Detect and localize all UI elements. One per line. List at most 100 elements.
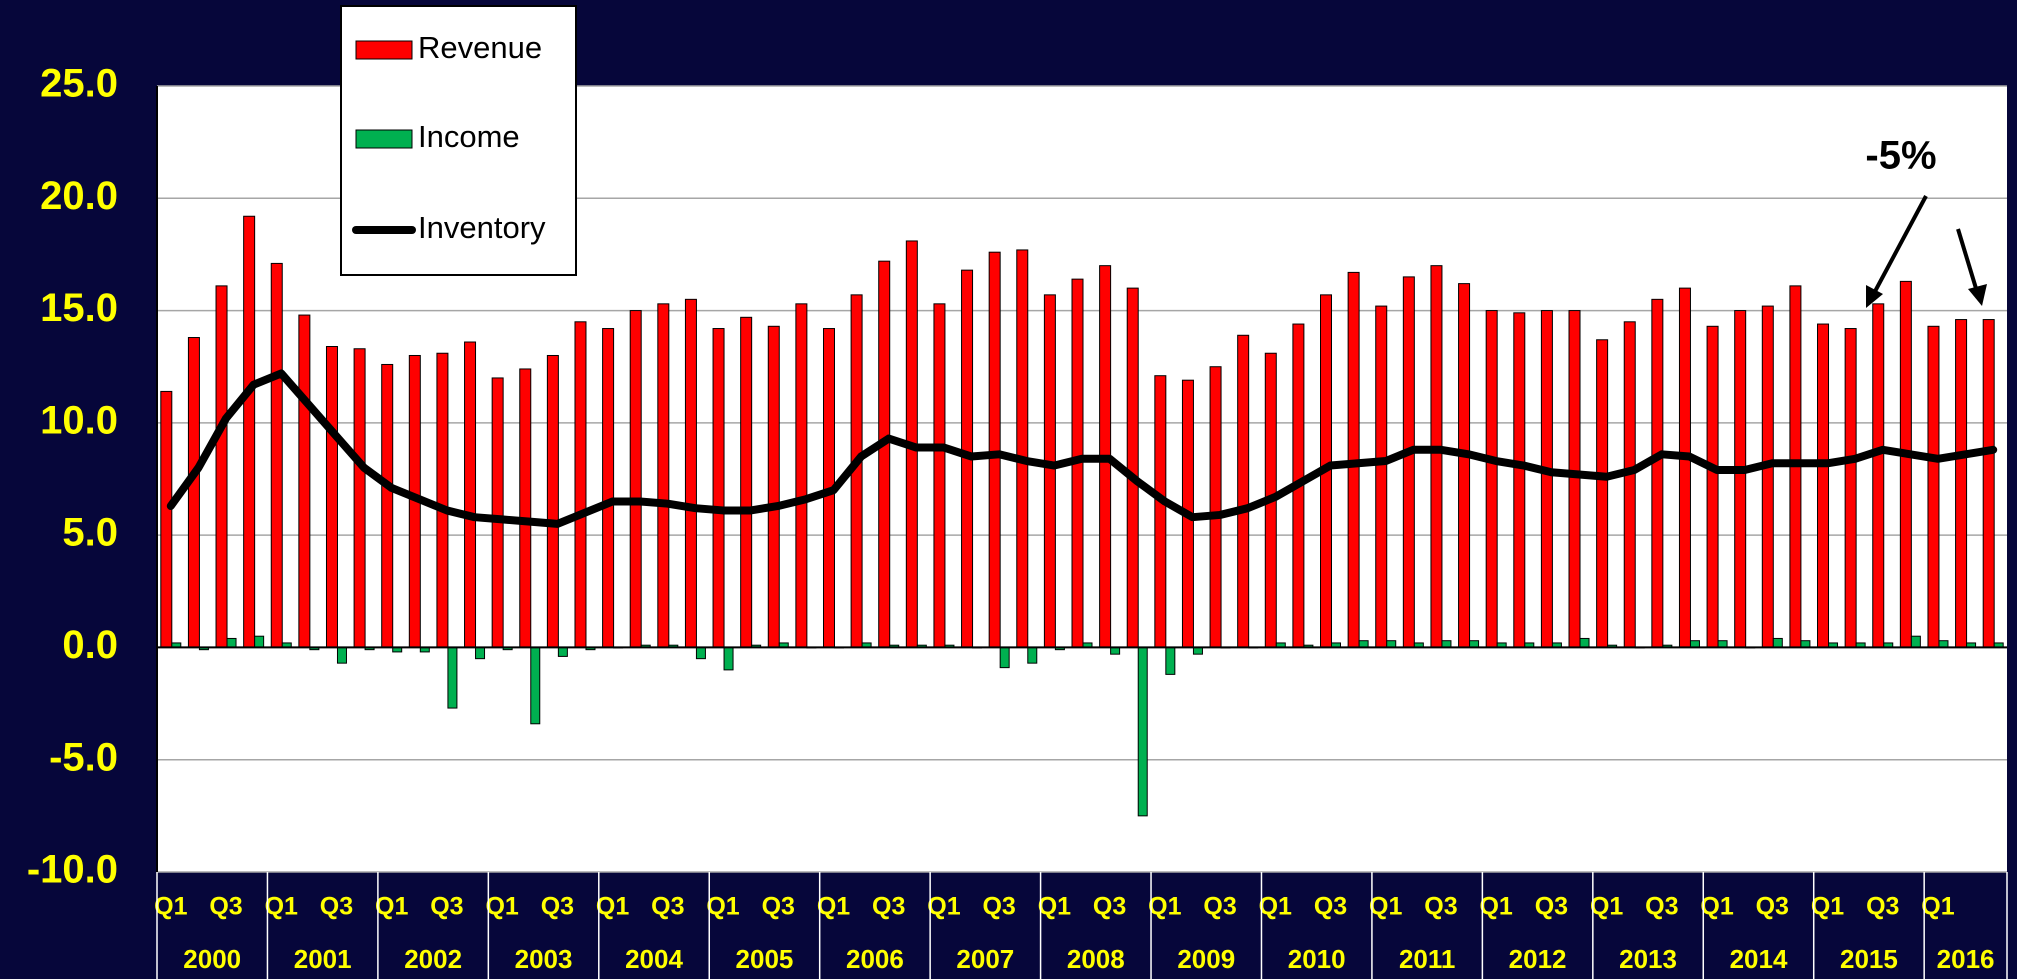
bar bbox=[1027, 646, 1038, 664]
legend-label: Inventory bbox=[418, 210, 546, 245]
bar bbox=[1043, 294, 1056, 648]
x-tick-label: Q1 bbox=[1590, 893, 1623, 921]
bar bbox=[1955, 319, 1968, 648]
line bbox=[166, 369, 1998, 528]
x-tick-label: Q1 bbox=[817, 893, 850, 921]
year-label: 2015 bbox=[1840, 944, 1898, 974]
legend-label: Revenue bbox=[418, 30, 542, 65]
year-label: 2007 bbox=[956, 944, 1014, 974]
bar bbox=[1982, 319, 1995, 648]
year-label: 2010 bbox=[1288, 944, 1346, 974]
x-tick-label: Q3 bbox=[872, 893, 905, 921]
bar bbox=[1441, 640, 1452, 648]
year-label: 2011 bbox=[1399, 944, 1455, 974]
bar bbox=[1761, 305, 1774, 648]
x-tick-label: Q3 bbox=[1424, 893, 1457, 921]
x-tick-label: Q1 bbox=[265, 893, 298, 921]
bar bbox=[519, 368, 532, 648]
y-tick-label: -10.0 bbox=[27, 848, 118, 892]
year-label: 2000 bbox=[183, 944, 241, 974]
bar bbox=[491, 377, 504, 648]
bar bbox=[226, 637, 237, 648]
bar bbox=[1430, 265, 1443, 648]
bar bbox=[1137, 646, 1148, 817]
year-label: 2004 bbox=[625, 944, 683, 974]
x-tick-label: Q3 bbox=[320, 893, 353, 921]
bar bbox=[1734, 310, 1747, 648]
y-tick-label: 0.0 bbox=[62, 623, 118, 667]
year-label: 2002 bbox=[404, 944, 462, 974]
bar bbox=[1375, 305, 1388, 648]
year-label: 2009 bbox=[1177, 944, 1235, 974]
bar bbox=[1126, 287, 1139, 648]
bar bbox=[1872, 303, 1885, 648]
bar bbox=[1358, 640, 1369, 648]
bar bbox=[475, 646, 486, 660]
bar bbox=[1192, 646, 1203, 655]
bar bbox=[740, 316, 753, 648]
x-tick-label: Q3 bbox=[1093, 893, 1126, 921]
bar bbox=[1568, 310, 1581, 648]
bar bbox=[298, 314, 311, 648]
y-tick-label: 15.0 bbox=[40, 286, 118, 330]
x-tick-label: Q1 bbox=[375, 893, 408, 921]
x-tick-label: Q3 bbox=[430, 893, 463, 921]
legend-swatch bbox=[355, 40, 413, 60]
x-tick-label: Q1 bbox=[485, 893, 518, 921]
x-tick-label: Q3 bbox=[982, 893, 1015, 921]
bar bbox=[574, 321, 587, 648]
x-tick-label: Q3 bbox=[1645, 893, 1678, 921]
x-tick-label: Q1 bbox=[154, 893, 187, 921]
y-tick-label: 10.0 bbox=[40, 398, 118, 442]
x-tick-label: Q1 bbox=[596, 893, 629, 921]
bar bbox=[1110, 646, 1121, 655]
x-tick-label: Q3 bbox=[1535, 893, 1568, 921]
bar bbox=[629, 310, 642, 648]
annotation-text: -5% bbox=[1865, 134, 1936, 178]
year-label: 2016 bbox=[1937, 944, 1995, 974]
bar bbox=[353, 348, 366, 648]
y-tick-label: 20.0 bbox=[40, 174, 118, 218]
bar bbox=[795, 303, 808, 648]
bar bbox=[436, 352, 449, 648]
arrow bbox=[1870, 195, 1928, 298]
legend: Revenue Income Inventory bbox=[340, 5, 577, 276]
bar bbox=[336, 646, 347, 664]
year-label: 2012 bbox=[1509, 944, 1567, 974]
bar bbox=[1513, 312, 1526, 648]
bar bbox=[557, 646, 568, 657]
bar bbox=[1717, 640, 1728, 648]
bar bbox=[1678, 287, 1691, 648]
bar bbox=[695, 646, 706, 660]
bar bbox=[602, 328, 615, 648]
bar bbox=[1938, 640, 1949, 648]
legend-swatch bbox=[355, 129, 413, 149]
axes: -10.0 -5.0 0.0 5.0 10.0 15.0 20.0 25.0 Q1 Q3 Q1 Q3 Q… bbox=[27, 62, 2008, 979]
bar bbox=[1800, 640, 1811, 648]
arrow-head bbox=[1866, 285, 1883, 308]
year-label: 2008 bbox=[1067, 944, 1125, 974]
bar bbox=[1623, 321, 1636, 648]
bar bbox=[187, 337, 200, 648]
y-tick-label: -5.0 bbox=[49, 735, 118, 779]
x-tick-label: Q3 bbox=[1314, 893, 1347, 921]
bar bbox=[447, 646, 458, 709]
bar bbox=[464, 341, 477, 648]
x-tick-label: Q3 bbox=[1866, 893, 1899, 921]
x-tick-label: Q3 bbox=[209, 893, 242, 921]
bar bbox=[270, 262, 283, 648]
x-tick-label: Q1 bbox=[1479, 893, 1512, 921]
annotation: -5% bbox=[1865, 134, 1987, 308]
bar bbox=[381, 363, 394, 648]
bar bbox=[684, 298, 697, 648]
y-tick-label: 5.0 bbox=[62, 511, 118, 555]
year-label: 2003 bbox=[515, 944, 573, 974]
x-tick-label: Q3 bbox=[1203, 893, 1236, 921]
bar bbox=[1579, 637, 1590, 648]
year-label: 2006 bbox=[846, 944, 904, 974]
bar bbox=[243, 215, 256, 648]
bar bbox=[1689, 640, 1700, 648]
bar bbox=[1910, 635, 1921, 648]
year-label: 2001 bbox=[294, 944, 352, 974]
